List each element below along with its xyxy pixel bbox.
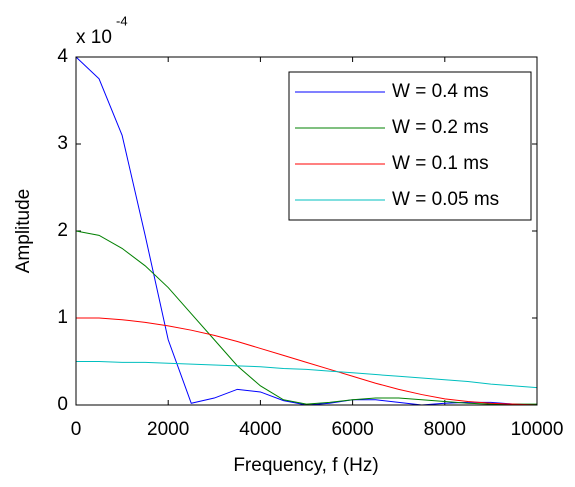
- x-tick-label: 2000: [147, 419, 189, 440]
- x-tick-label: 6000: [331, 419, 373, 440]
- line-series: [75, 230, 537, 405]
- y-tick-label: 3: [57, 133, 68, 154]
- legend-label: W = 0.2 ms: [392, 117, 489, 138]
- axes-box: [75, 56, 538, 406]
- legend-label: W = 0.4 ms: [392, 81, 489, 102]
- legend-label: W = 0.1 ms: [392, 153, 489, 174]
- line-series: [76, 317, 538, 406]
- x-tick-label: 8000: [424, 419, 466, 440]
- y-exponent-base: x 10: [76, 27, 112, 48]
- line-series: [76, 361, 538, 389]
- x-tick-label: 0: [71, 419, 82, 440]
- x-tick-label: 10000: [511, 419, 564, 440]
- y-tick-label: 1: [57, 307, 68, 328]
- y-tick-label: 0: [57, 394, 68, 415]
- y-tick-label: 4: [57, 46, 68, 67]
- y-exponent-power: -4: [116, 13, 128, 28]
- y-axis-label: Amplitude: [13, 189, 34, 274]
- x-tick-label: 4000: [239, 419, 281, 440]
- y-tick-label: 2: [57, 220, 68, 241]
- legend-label: W = 0.05 ms: [392, 189, 499, 210]
- x-axis-label: Frequency, f (Hz): [233, 455, 378, 476]
- legend-box: [288, 71, 532, 221]
